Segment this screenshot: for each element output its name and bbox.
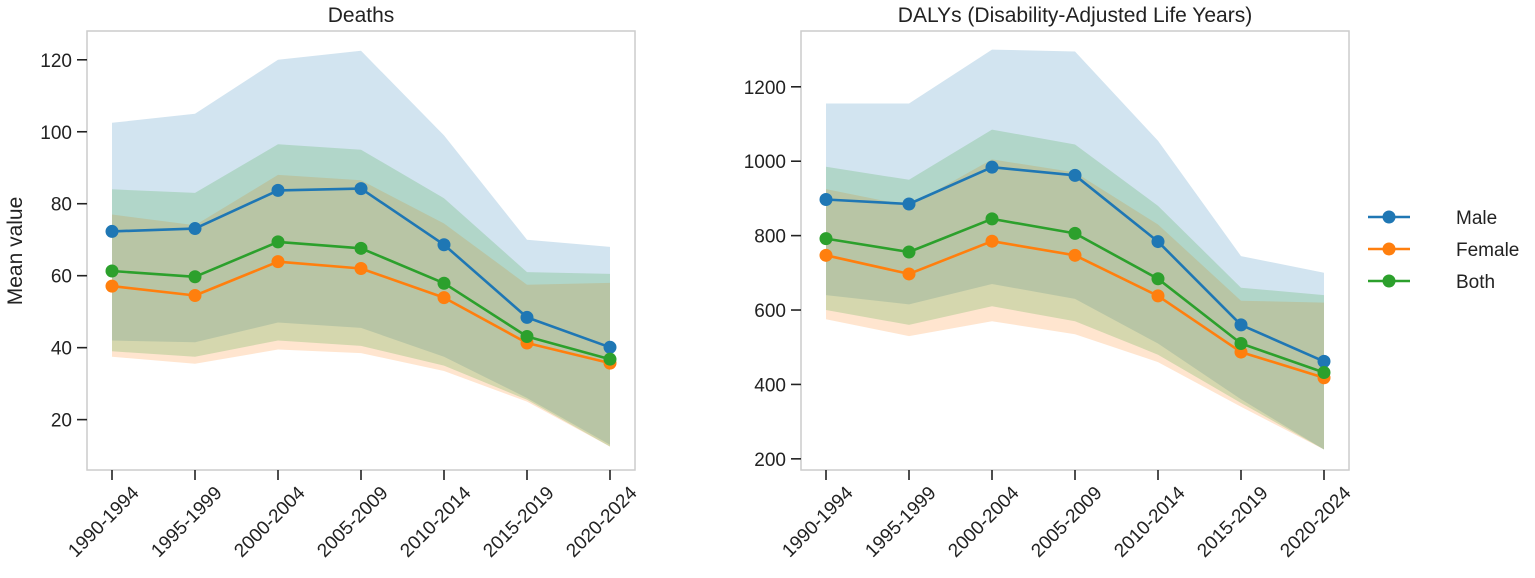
- x-tick-label: 2010-2014: [396, 482, 475, 561]
- data-point-male: [1317, 354, 1331, 368]
- x-tick-label: 1995-1999: [861, 483, 940, 562]
- data-point-female: [902, 267, 916, 281]
- data-point-male: [271, 183, 285, 197]
- x-tick-label: 2015-2019: [1193, 483, 1272, 562]
- data-point-female: [819, 248, 833, 262]
- x-tick-label: 2005-2009: [313, 483, 392, 562]
- x-tick-label: 2020-2024: [1276, 482, 1355, 561]
- data-point-female: [354, 261, 368, 275]
- data-point-both: [105, 264, 119, 278]
- legend-marker-female: [1382, 242, 1396, 256]
- chart-panel-2: DALYs (Disability-Adjusted Life Years) 20…: [744, 4, 1356, 562]
- y-tick-label: 20: [51, 411, 72, 432]
- x-tick-label: 2000-2004: [230, 482, 309, 561]
- data-point-male: [603, 340, 617, 354]
- data-point-both: [1234, 337, 1248, 351]
- x-tick-label: 2000-2004: [944, 482, 1023, 561]
- legend-label-male: Male: [1456, 208, 1497, 229]
- data-point-both: [188, 270, 202, 284]
- confidence-band-female: [826, 159, 1324, 450]
- y-tick-label: 100: [40, 123, 72, 144]
- data-point-both: [902, 245, 916, 259]
- x-tick-label: 2010-2014: [1110, 482, 1189, 561]
- y-tick-label: 600: [754, 301, 786, 322]
- data-point-female: [1068, 248, 1082, 262]
- data-point-female: [188, 288, 202, 302]
- data-point-female: [1151, 289, 1165, 303]
- data-point-female: [437, 291, 451, 305]
- data-point-male: [437, 238, 451, 252]
- x-tick-label: 1990-1994: [64, 482, 143, 561]
- data-point-male: [1068, 168, 1082, 182]
- data-point-both: [819, 232, 833, 246]
- data-point-male: [354, 182, 368, 196]
- data-point-female: [105, 279, 119, 293]
- data-point-male: [1234, 318, 1248, 332]
- legend-marker-both: [1382, 274, 1396, 288]
- y-tick-label: 80: [51, 195, 72, 216]
- x-tick-label: 2015-2019: [479, 483, 558, 562]
- y-tick-label: 200: [754, 450, 786, 471]
- x-tick-label: 2020-2024: [562, 482, 641, 561]
- y-tick-label: 120: [40, 51, 72, 72]
- confidence-band-both: [112, 144, 610, 447]
- y-tick-label: 60: [51, 267, 72, 288]
- data-point-male: [985, 160, 999, 174]
- data-point-male: [1151, 235, 1165, 249]
- legend-label-both: Both: [1456, 272, 1495, 293]
- data-point-male: [520, 310, 534, 324]
- confidence-band-both: [826, 129, 1324, 450]
- data-point-both: [603, 352, 617, 366]
- legend-marker-male: [1382, 210, 1396, 224]
- legend-label-female: Female: [1456, 240, 1519, 261]
- data-point-both: [437, 276, 451, 290]
- data-point-male: [188, 222, 202, 236]
- data-point-both: [985, 212, 999, 226]
- data-point-male: [902, 197, 916, 211]
- data-point-both: [1151, 272, 1165, 286]
- data-point-both: [354, 241, 368, 255]
- y-tick-label: 1200: [744, 78, 786, 99]
- y-tick-label: 800: [754, 227, 786, 248]
- x-tick-label: 1990-1994: [778, 482, 857, 561]
- data-point-male: [105, 224, 119, 238]
- chart-title: Deaths: [328, 4, 395, 27]
- chart-title: DALYs (Disability-Adjusted Life Years): [898, 4, 1252, 27]
- data-point-both: [1317, 366, 1331, 380]
- data-point-both: [1068, 226, 1082, 240]
- legend: Male Female Both: [1368, 208, 1519, 293]
- data-point-both: [271, 235, 285, 249]
- data-point-female: [271, 255, 285, 269]
- data-point-female: [985, 234, 999, 248]
- data-point-both: [520, 330, 534, 344]
- y-axis-label: Mean value: [4, 197, 27, 306]
- x-tick-label: 2005-2009: [1027, 483, 1106, 562]
- y-tick-label: 400: [754, 375, 786, 396]
- y-tick-label: 1000: [744, 152, 786, 173]
- y-tick-label: 40: [51, 339, 72, 360]
- x-tick-label: 1995-1999: [147, 483, 226, 562]
- data-point-male: [819, 193, 833, 207]
- confidence-band-female: [112, 174, 610, 447]
